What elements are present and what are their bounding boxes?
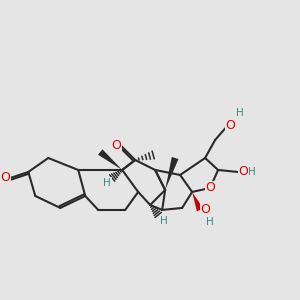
Text: O: O xyxy=(205,182,215,194)
Text: H: H xyxy=(248,167,256,177)
Text: O: O xyxy=(111,139,121,152)
Text: H: H xyxy=(103,178,111,188)
Polygon shape xyxy=(165,157,178,190)
Text: O: O xyxy=(225,118,235,131)
Text: O: O xyxy=(0,172,10,184)
Polygon shape xyxy=(98,149,122,170)
Text: H: H xyxy=(160,216,168,226)
Text: H: H xyxy=(236,108,244,118)
Text: O: O xyxy=(200,203,210,216)
Text: O: O xyxy=(238,166,248,178)
Text: H: H xyxy=(206,217,214,227)
Polygon shape xyxy=(192,192,203,212)
